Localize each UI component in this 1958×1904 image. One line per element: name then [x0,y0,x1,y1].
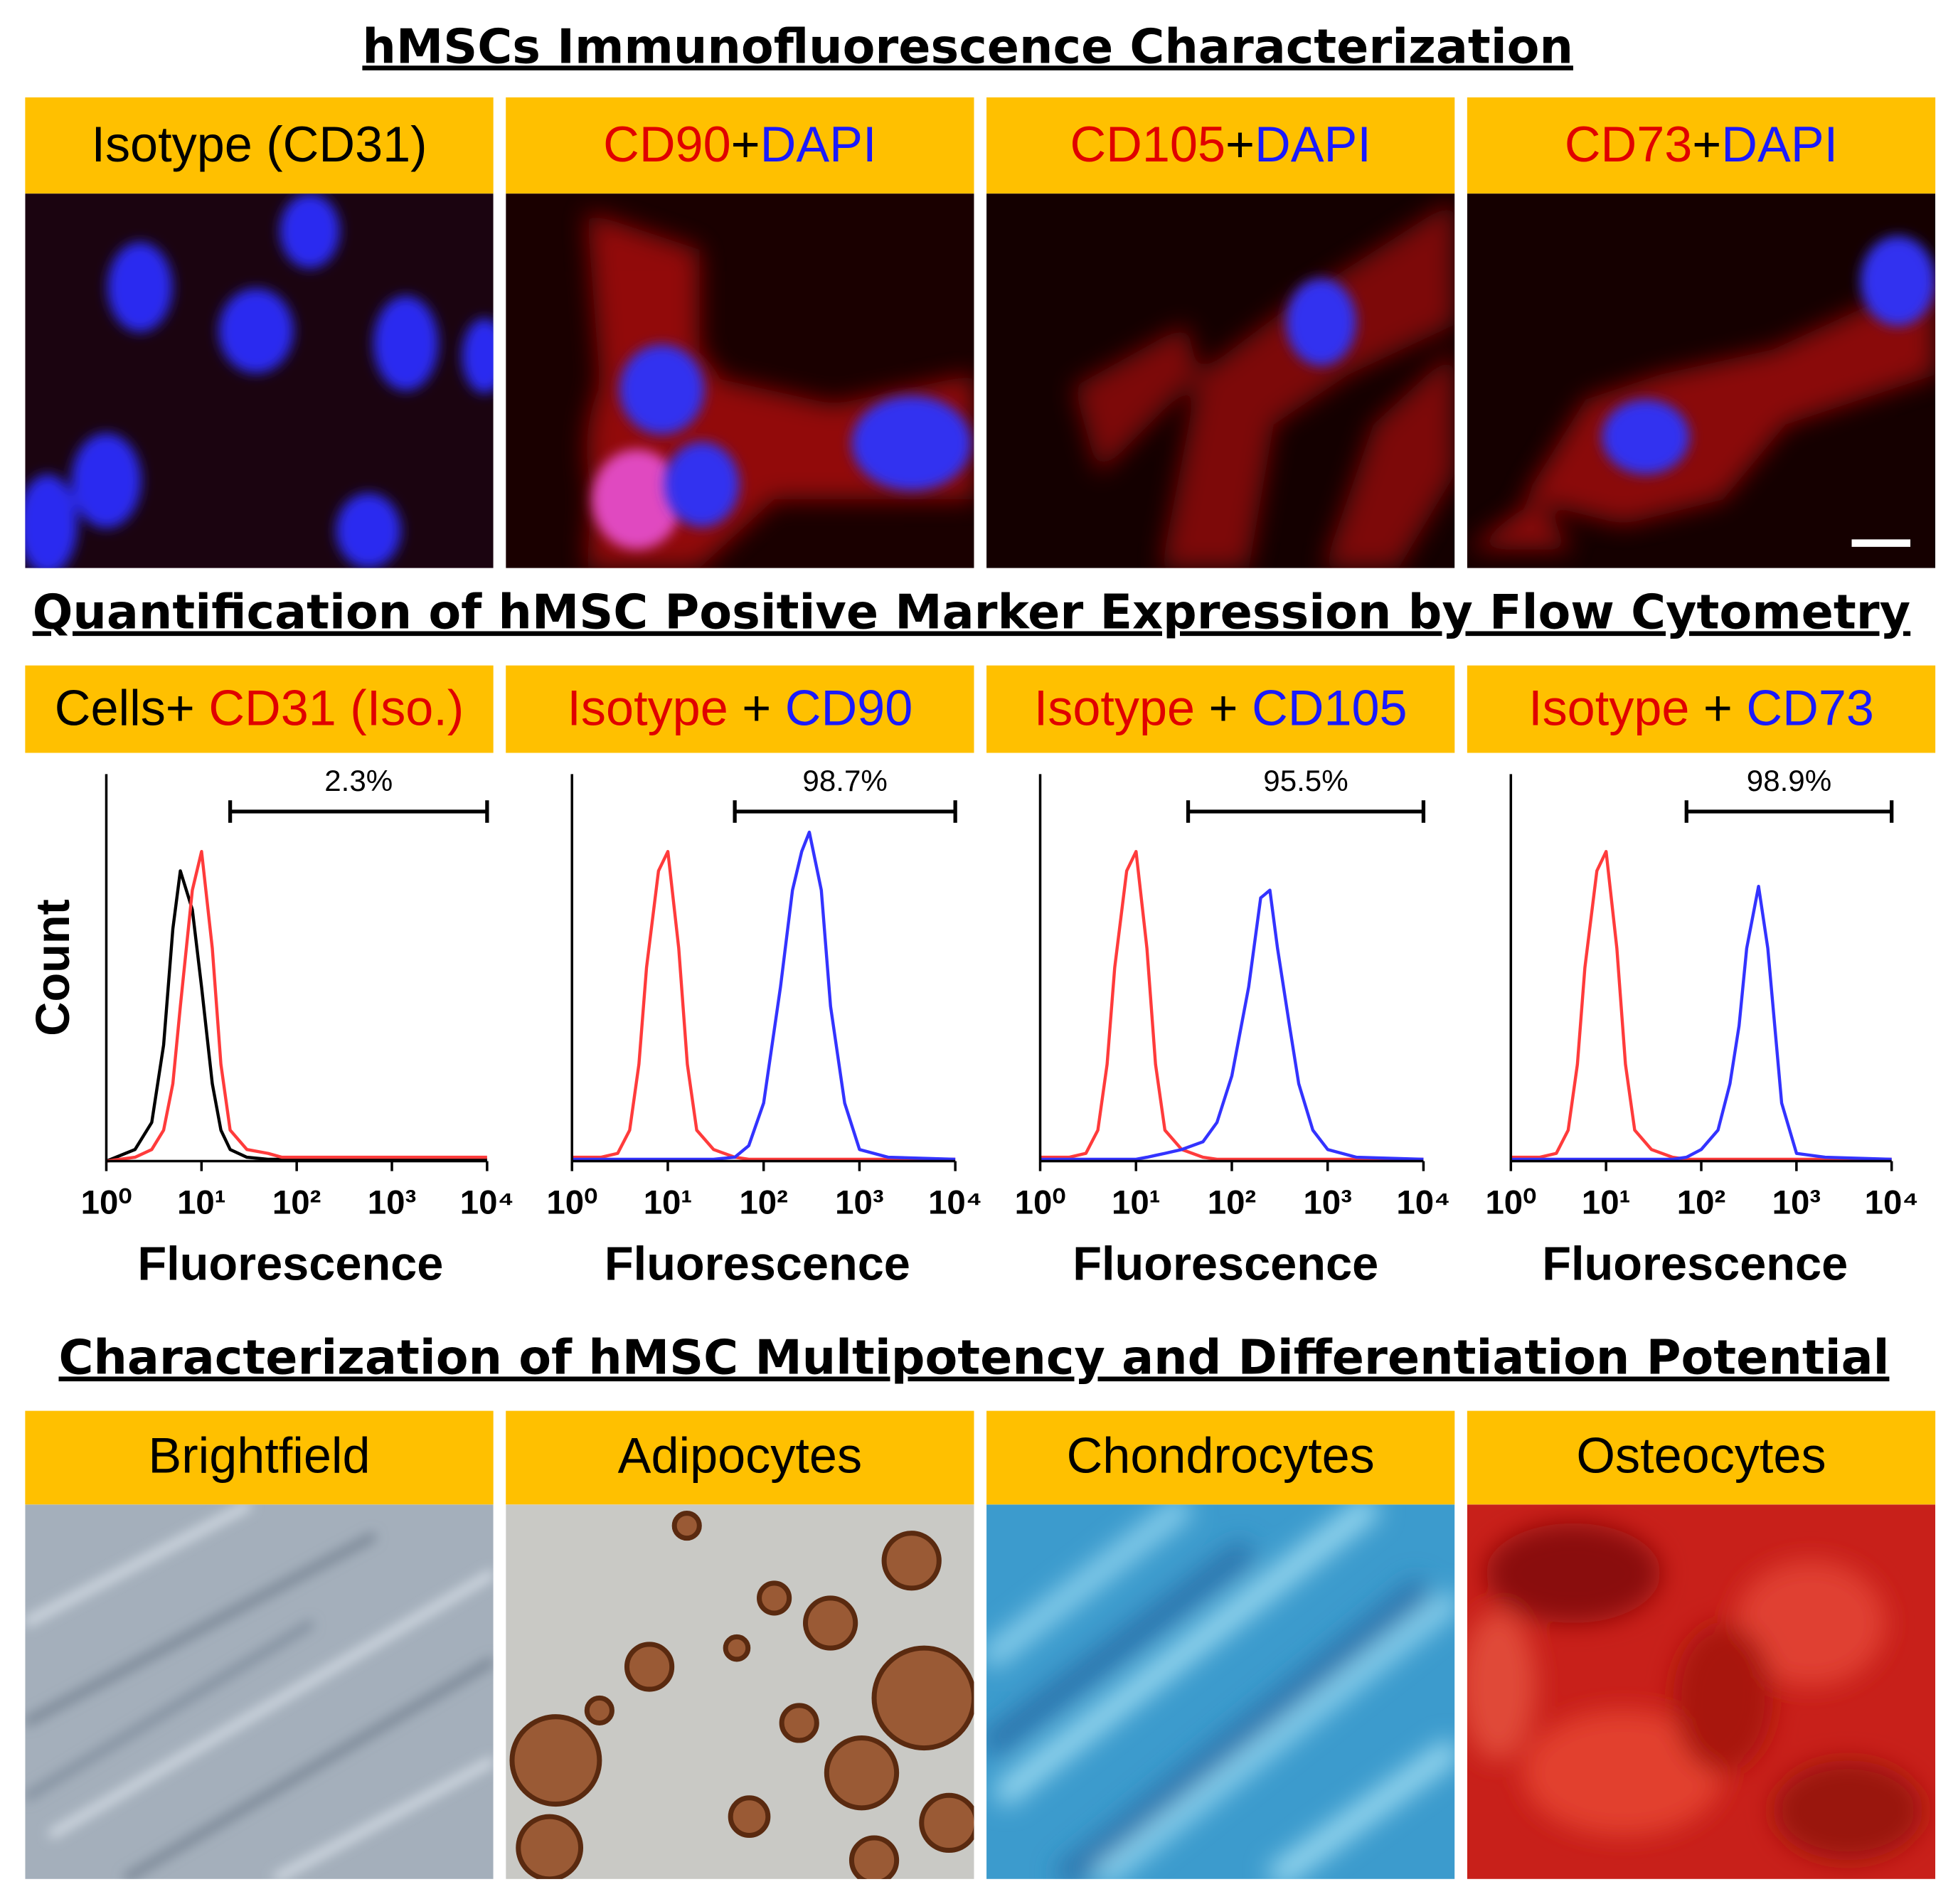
micrograph [25,193,494,568]
header-segment: CD105 [1070,116,1225,172]
x-tick-label: 10⁴ [460,1184,514,1221]
micrograph [506,193,974,568]
x-tick-label: 10² [1677,1184,1725,1221]
panel-header-text: Cells+ CD31 (Iso.) [55,679,464,735]
gate-percent: 98.7% [802,764,887,797]
x-tick-label: 10¹ [1112,1184,1160,1221]
panel-header [506,1410,974,1505]
micrograph [1467,193,1936,568]
x-tick-label: 10⁴ [1865,1184,1919,1221]
panel-header-text: CD105+DAPI [1070,116,1371,172]
header-segment: DAPI [1255,116,1371,172]
panel-header [986,1410,1455,1505]
x-tick-label: 10³ [368,1184,416,1221]
gate-percent: 2.3% [324,764,393,797]
header-segment: + [731,116,760,172]
histogram-line [106,849,487,1163]
micrograph [25,1504,494,1879]
panel-header [1467,97,1936,194]
x-tick-label: 10⁰ [1015,1184,1066,1221]
y-axis-label: Count [27,899,80,1036]
x-tick-label: 10⁰ [1485,1184,1536,1221]
section-title: Characterization of hMSC Multipotency an… [59,1329,1890,1385]
header-segment: + [1689,679,1746,735]
panel-header-text: Brightfield [148,1427,370,1484]
histogram-line [1511,884,1892,1161]
panel-header [986,97,1455,194]
panel-header [25,665,494,753]
panel-header-text: Isotype (CD31) [91,116,427,172]
panel-header-text: Isotype + CD105 [1034,679,1408,735]
panel-header-text: Isotype + CD73 [1528,679,1874,735]
header-segment: CD31 (Iso.) [208,679,464,735]
header-segment: Cells+ [55,679,209,735]
histogram-line [105,869,487,1163]
header-segment: Isotype [1034,679,1195,735]
x-tick-label: 10¹ [1582,1184,1630,1221]
micrograph [986,1504,1455,1879]
x-tick-label: 10² [272,1184,321,1221]
histogram-line [572,830,956,1161]
header-segment: CD105 [1252,679,1408,735]
header-segment: + [728,679,785,735]
panel-header [506,665,974,753]
micrograph [1467,1504,1936,1879]
panel-header [986,665,1455,753]
x-tick-label: 10³ [1303,1184,1351,1221]
header-segment: Isotype [567,679,728,735]
x-axis-label: Fluorescence [137,1238,443,1290]
panel-header-text: CD73+DAPI [1565,116,1838,172]
panel-header [1467,665,1936,753]
panel-header-text: Chondrocytes [1067,1427,1375,1484]
header-segment: Isotype [1528,679,1689,735]
panel-header [506,97,974,194]
x-tick-label: 10⁰ [81,1184,132,1221]
x-tick-label: 10² [739,1184,787,1221]
histogram-line [1511,849,1892,1161]
histogram-line [572,849,956,1161]
header-segment: + [1225,116,1255,172]
header-segment: + [1195,679,1252,735]
gate-percent: 98.9% [1747,764,1831,797]
x-tick-label: 10⁴ [1396,1184,1450,1221]
micrograph [986,193,1455,568]
panel-header [25,1410,494,1505]
header-segment: CD90 [603,116,730,172]
section-title: hMSCs Immunofluorescence Characterizatio… [362,18,1573,74]
header-segment: Isotype (CD31) [91,116,427,172]
panel-header [1467,1410,1936,1505]
section-title: Quantification of hMSC Positive Marker E… [33,584,1910,639]
x-axis-label: Fluorescence [1542,1238,1848,1290]
header-segment: DAPI [760,116,877,172]
header-segment: CD73 [1746,679,1873,735]
x-tick-label: 10¹ [177,1184,225,1221]
panel-header-text: CD90+DAPI [603,116,876,172]
micrograph [506,1504,974,1879]
x-tick-label: 10³ [1772,1184,1821,1221]
histogram-line [1040,888,1424,1161]
x-tick-label: 10² [1208,1184,1256,1221]
x-axis-label: Fluorescence [1073,1238,1378,1290]
x-tick-label: 10⁰ [546,1184,597,1221]
header-segment: + [1692,116,1721,172]
panel-header-text: Osteocytes [1576,1427,1826,1484]
x-tick-label: 10¹ [644,1184,692,1221]
panel-header-text: Isotype + CD90 [567,679,913,735]
x-axis-label: Fluorescence [605,1238,910,1290]
panel-header-text: Adipocytes [618,1427,862,1484]
panel-header [25,97,494,194]
x-tick-label: 10⁴ [928,1184,982,1221]
gate-percent: 95.5% [1263,764,1348,797]
x-tick-label: 10³ [835,1184,883,1221]
header-segment: CD90 [785,679,913,735]
header-segment: CD73 [1565,116,1692,172]
histogram-line [1040,849,1424,1161]
header-segment: DAPI [1721,116,1838,172]
